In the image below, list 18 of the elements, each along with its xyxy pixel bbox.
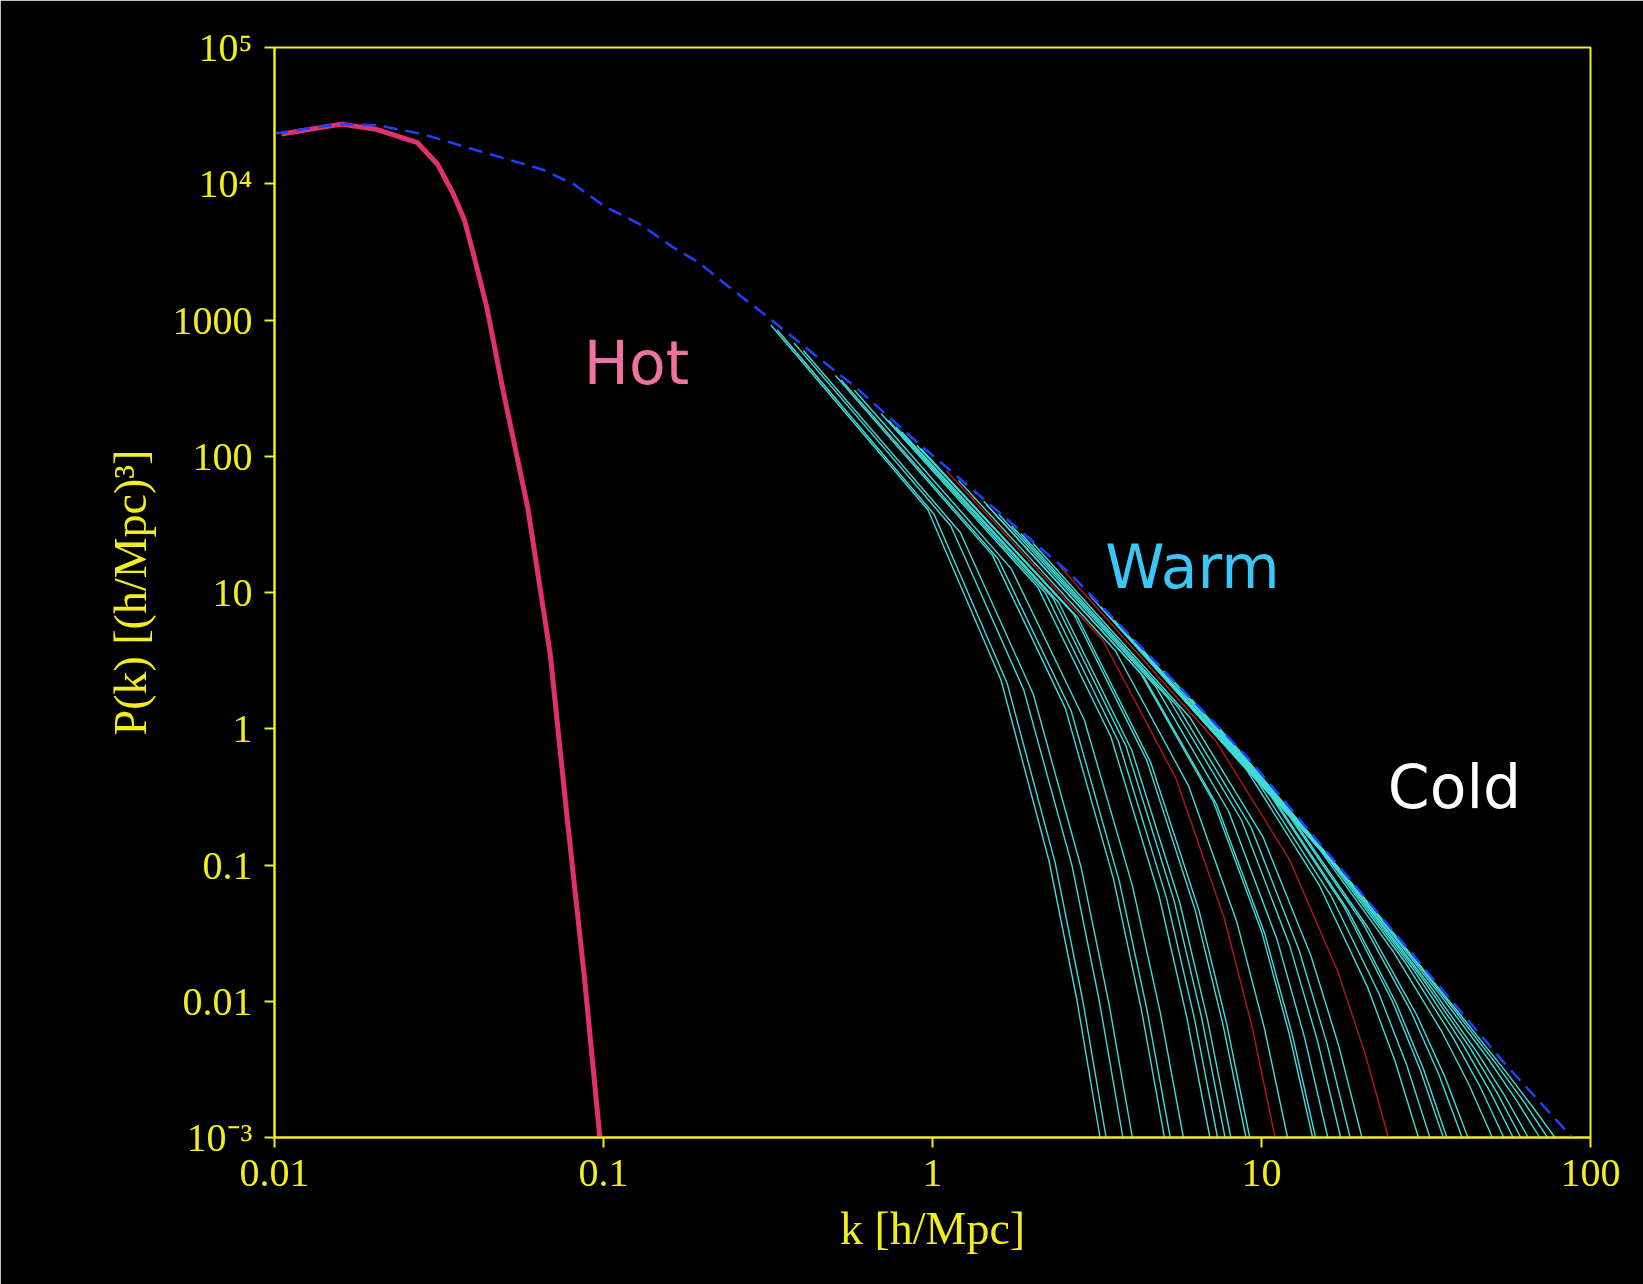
y-tick-label: 10 <box>212 570 253 615</box>
x-tick-label: 100 <box>1560 1149 1621 1195</box>
annotation: Cold <box>1387 751 1522 822</box>
annotation: Warm <box>1105 531 1280 602</box>
y-tick-label: 10⁻³ <box>186 1115 253 1160</box>
x-tick-label: 1 <box>922 1149 943 1195</box>
y-tick-label: 1 <box>232 706 253 752</box>
y-tick-label: 1000 <box>172 297 253 343</box>
y-tick-label: 0.01 <box>182 978 253 1024</box>
y-tick-label: 100 <box>192 433 253 479</box>
y-tick-label: 10⁴ <box>198 161 253 207</box>
annotation: Hot <box>583 327 690 398</box>
y-tick-label: 10⁵ <box>198 25 253 70</box>
y-tick-label: 0.1 <box>202 842 253 888</box>
x-axis-title: k [h/Mpc] <box>839 1202 1026 1254</box>
y-axis-title: P(k) [(h/Mpc)³] <box>104 449 156 736</box>
x-tick-label: 0.1 <box>578 1149 629 1195</box>
x-tick-label: 10 <box>1241 1149 1282 1195</box>
